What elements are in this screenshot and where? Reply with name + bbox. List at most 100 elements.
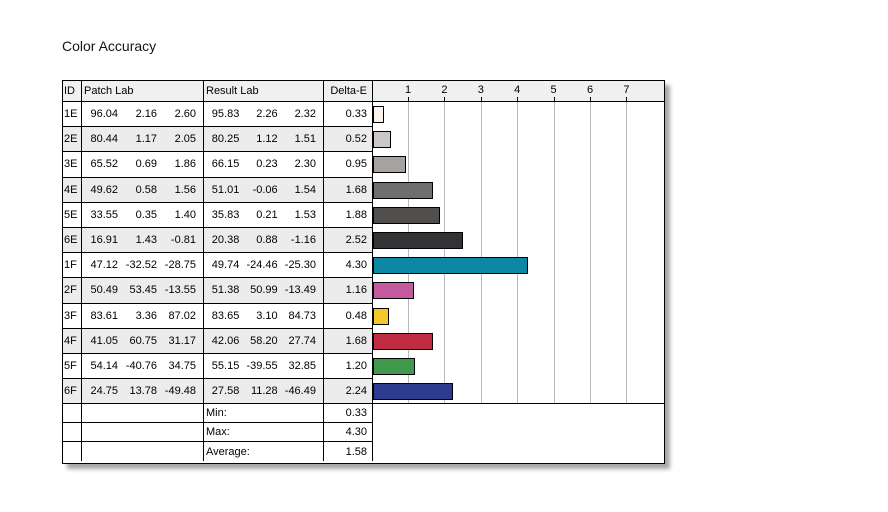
gridline: [517, 102, 519, 404]
lab-value: 3.10: [256, 309, 278, 322]
delta-e-value-cell: 2.24: [324, 379, 373, 404]
result-lab-cell: 42.06 58.20 27.74: [204, 328, 324, 353]
delta-e-value-cell: 0.52: [324, 127, 373, 152]
lab-value: 27.74: [288, 334, 316, 347]
result-lab-cell: 20.38 0.88 -1.16: [204, 227, 324, 253]
lab-value: 47.12: [90, 259, 118, 272]
delta-e-bar: [373, 181, 433, 199]
lab-value: 83.65: [211, 309, 240, 322]
lab-value: 3.36: [135, 309, 157, 322]
axis-tick-label: 5: [550, 84, 557, 96]
result-lab-cell: 83.65 3.10 84.73: [204, 303, 324, 328]
row-id-cell: 5F: [63, 353, 82, 379]
lab-value: 49.74: [211, 259, 240, 272]
lab-value: -0.06: [252, 183, 278, 196]
gridline: [553, 102, 555, 404]
lab-value: 20.38: [211, 234, 240, 247]
delta-e-value-cell: 1.68: [324, 328, 373, 353]
delta-e-bar: [373, 332, 433, 350]
table-row: 2F 50.49 53.45 -13.55 51.38 50.99 -13.49 1.16: [63, 278, 373, 304]
lab-value: -13.49: [284, 284, 316, 297]
row-id-cell: 3E: [63, 152, 82, 177]
empty-id-cell: [63, 404, 82, 423]
patch-lab-cell: 65.52 0.69 1.86: [82, 152, 204, 177]
result-lab-cell: 49.74 -24.46 -25.30: [204, 253, 324, 278]
result-lab-cell: 66.15 0.23 2.30: [204, 152, 324, 177]
axis-tick-label: 4: [514, 84, 521, 96]
row-id-cell: 2F: [63, 278, 82, 303]
table-row: 3F 83.61 3.36 87.02 83.65 3.10 84.73 0.48: [63, 303, 373, 329]
summary-row: Min: 0.33: [63, 404, 373, 424]
summary-value-cell: 4.30: [324, 423, 373, 442]
lab-value: 83.61: [90, 309, 118, 322]
lab-value: 58.20: [250, 334, 278, 347]
lab-value: 27.58: [211, 385, 240, 398]
lab-value: -46.49: [284, 385, 316, 398]
axis-tick-mark: [553, 97, 555, 101]
result-lab-cell-values: 42.06 58.20 27.74: [206, 335, 321, 347]
lab-value: 51.38: [211, 284, 240, 297]
axis-tick-mark: [444, 97, 446, 101]
row-id-cell: 2E: [63, 127, 82, 152]
lab-value: 53.45: [129, 284, 157, 297]
axis-tick-mark: [590, 97, 591, 101]
patch-lab-cell-values: 80.44 1.17 2.05: [84, 133, 201, 145]
delta-e-bar: [373, 358, 415, 375]
table-summary: Min: 0.33 Max: 4.30 Average: 1.58: [63, 404, 373, 462]
delta-e-bar-chart: [373, 102, 664, 405]
row-id-cell: 3F: [63, 303, 82, 328]
patch-lab-cell: 83.61 3.36 87.02: [82, 303, 204, 328]
patch-lab-cell-values: 41.05 60.75 31.17: [84, 335, 201, 347]
axis-tick-label: 7: [623, 84, 630, 96]
lab-value: 95.83: [211, 108, 240, 121]
patch-lab-cell-values: 49.62 0.58 1.56: [84, 184, 201, 196]
result-lab-cell-values: 35.83 0.21 1.53: [206, 209, 321, 221]
lab-value: 50.49: [90, 284, 118, 297]
result-lab-cell-values: 55.15 -39.55 32.85: [206, 360, 321, 372]
result-lab-cell-values: 66.15 0.23 2.30: [206, 158, 321, 170]
delta-e-bar: [373, 156, 406, 174]
table-row: 6F 24.75 13.78 -49.48 27.58 11.28 -46.49 2.24: [63, 379, 373, 405]
lab-value: -1.16: [290, 234, 316, 247]
table-row: 3E 65.52 0.69 1.86 66.15 0.23 2.30 0.95: [63, 152, 373, 178]
delta-e-value-cell: 1.68: [324, 177, 373, 202]
result-lab-cell: 27.58 11.28 -46.49: [204, 379, 324, 404]
axis-tick-label: 6: [586, 84, 594, 96]
row-id-cell: 4F: [63, 328, 82, 353]
result-lab-cell-values: 51.01 -0.06 1.54: [206, 184, 321, 196]
result-lab-cell-values: 80.25 1.12 1.51: [206, 133, 321, 145]
patch-lab-cell-values: 24.75 13.78 -49.48: [84, 385, 201, 397]
patch-lab-cell-values: 96.04 2.16 2.60: [84, 108, 201, 120]
table-row: 4F 41.05 60.75 31.17 42.06 58.20 27.74 1.68: [63, 328, 373, 354]
lab-value: 2.32: [294, 108, 316, 121]
empty-patch-cell: [82, 423, 204, 442]
lab-value: 11.28: [250, 385, 278, 398]
axis-tick-label: 3: [477, 84, 484, 96]
row-id-cell: 1E: [63, 102, 82, 127]
lab-value: 33.55: [90, 208, 118, 221]
delta-e-bar: [373, 282, 414, 300]
patch-lab-cell: 50.49 53.45 -13.55: [82, 278, 204, 303]
lab-value: 2.30: [294, 158, 316, 171]
lab-value: 80.44: [90, 133, 118, 146]
lab-value: 1.40: [174, 208, 196, 221]
lab-value: 41.05: [90, 334, 118, 347]
empty-id-cell: [63, 442, 82, 462]
lab-value: 0.21: [256, 208, 278, 221]
lab-value: 1.51: [294, 133, 316, 146]
lab-value: 51.01: [211, 183, 240, 196]
delta-e-value-cell: 0.95: [324, 152, 373, 177]
lab-value: -28.75: [164, 259, 196, 272]
lab-value: -49.48: [164, 385, 196, 398]
lab-value: 35.83: [211, 208, 240, 221]
patch-lab-cell-values: 83.61 3.36 87.02: [84, 310, 201, 322]
patch-lab-cell: 96.04 2.16 2.60: [82, 102, 204, 127]
table-row: 2E 80.44 1.17 2.05 80.25 1.12 1.51 0.52: [63, 127, 373, 153]
lab-value: 65.52: [90, 158, 118, 171]
empty-patch-cell: [82, 404, 204, 423]
lab-value: 49.62: [90, 183, 118, 196]
chart-axis-header: 1 2 3 4 5 6 7: [373, 81, 664, 101]
lab-value: 84.73: [288, 309, 316, 322]
patch-lab-cell: 80.44 1.17 2.05: [82, 127, 204, 152]
